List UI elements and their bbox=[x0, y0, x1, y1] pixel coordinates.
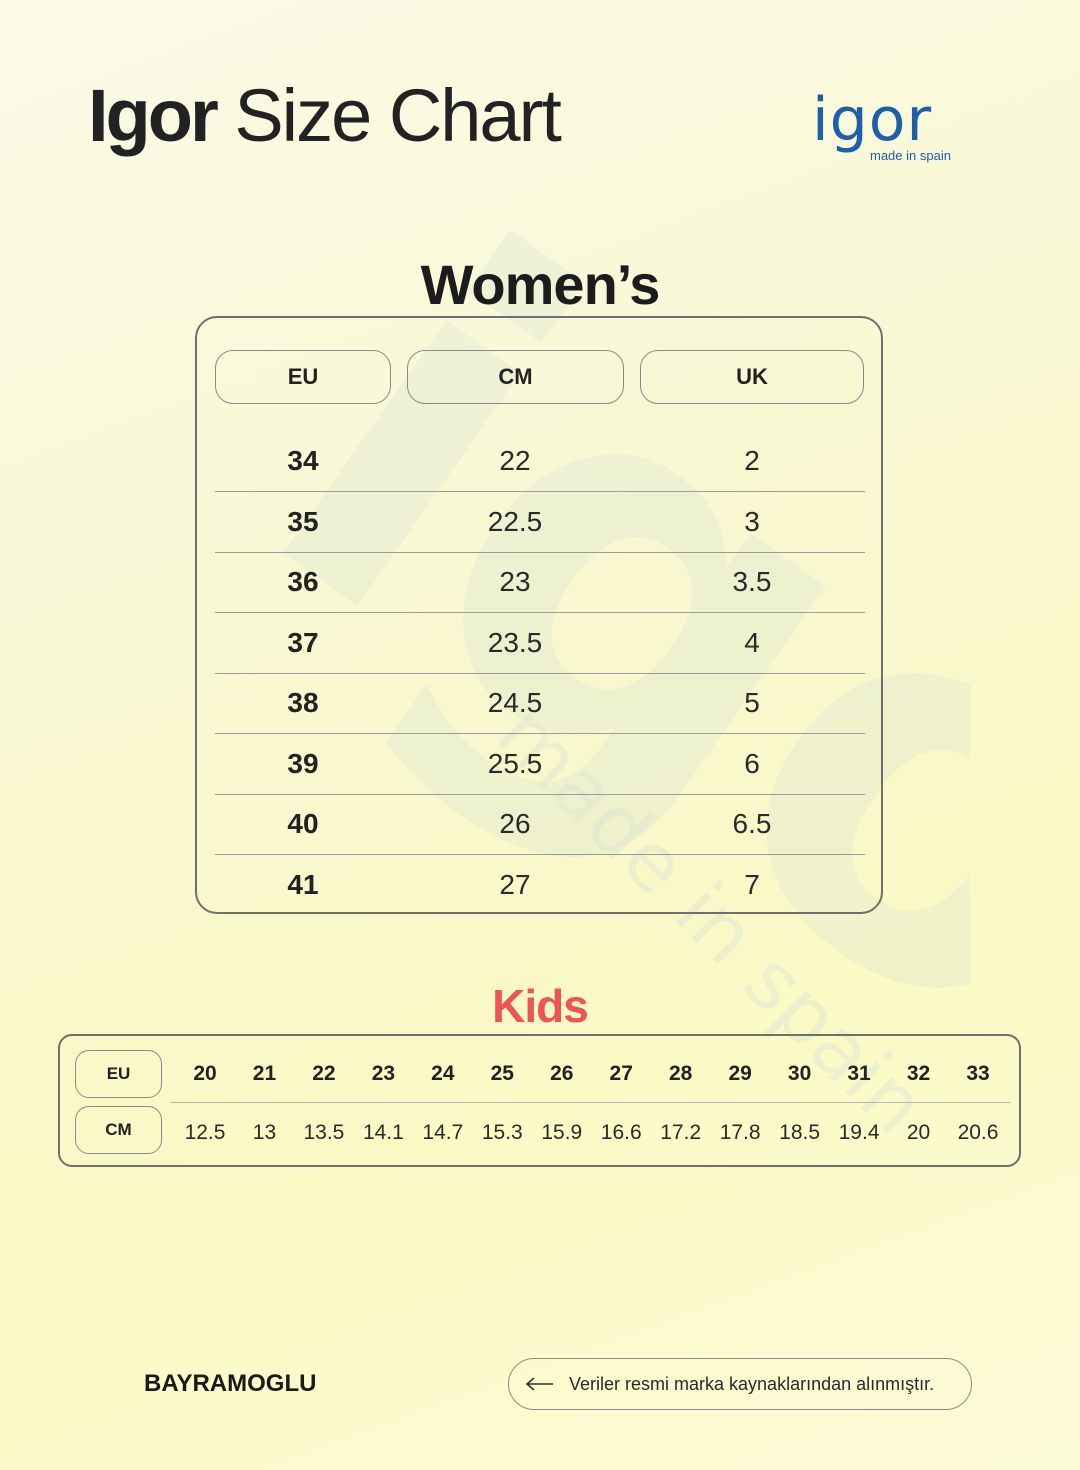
kids-cm-value: 14.1 bbox=[362, 1121, 404, 1144]
cell-eu: 41 bbox=[287, 868, 319, 900]
cell-cm: 22.5 bbox=[487, 505, 543, 537]
title-brand: Igor bbox=[88, 74, 219, 157]
source-note: Veriler resmi marka kaynaklarından alınm… bbox=[508, 1358, 972, 1410]
cell-cm: 27 bbox=[499, 868, 531, 900]
table-row: 40 26 6.5 bbox=[215, 794, 865, 855]
cell-cm: 25.5 bbox=[487, 747, 543, 779]
arrow-left-icon bbox=[525, 1377, 553, 1391]
kids-eu-value: 20 bbox=[193, 1062, 217, 1085]
cell-uk: 6 bbox=[744, 747, 760, 779]
womens-size-table: EU CM UK 34 22 2 35 22.5 3 36 23 3.5 37 23.5 4 38 24.… bbox=[195, 316, 883, 914]
kids-eu-value: 21 bbox=[252, 1062, 277, 1085]
cell-cm: 23.5 bbox=[487, 626, 543, 658]
kids-eu-value: 32 bbox=[906, 1062, 931, 1085]
table-row: 36 23 3.5 bbox=[215, 552, 865, 613]
kids-eu-value: 26 bbox=[550, 1062, 574, 1085]
kids-cm-value: 17.8 bbox=[719, 1121, 761, 1144]
kids-size-table: EU CM 20 12.5 21 13 22 13.5 23 14.1 24 14.7 25 15.3… bbox=[58, 1034, 1021, 1167]
igor-logo: igor made in spain bbox=[812, 84, 972, 174]
logo-word: igor bbox=[812, 85, 933, 155]
cell-cm: 22 bbox=[499, 445, 531, 476]
kids-eu-value: 28 bbox=[669, 1062, 693, 1085]
cell-cm: 26 bbox=[499, 808, 531, 839]
kids-cm-label: CM bbox=[75, 1106, 162, 1154]
kids-eu-value: 22 bbox=[312, 1062, 336, 1085]
kids-eu-value: 25 bbox=[490, 1062, 514, 1085]
table-row: 38 24.5 5 bbox=[215, 673, 865, 734]
cell-cm: 24.5 bbox=[487, 687, 543, 718]
kids-eu-value: 31 bbox=[847, 1062, 871, 1085]
kids-cm-value: 12.5 bbox=[184, 1121, 226, 1144]
cell-uk: 2 bbox=[744, 445, 760, 476]
cell-eu: 34 bbox=[287, 445, 319, 476]
cell-eu: 35 bbox=[287, 505, 319, 537]
kids-cm-value: 15.9 bbox=[541, 1121, 583, 1144]
kids-cm-value: 16.6 bbox=[600, 1121, 642, 1144]
kids-title: Kids bbox=[492, 980, 589, 1032]
kids-eu-value: 27 bbox=[609, 1062, 633, 1085]
cell-uk: 7 bbox=[744, 868, 760, 900]
kids-eu-label: EU bbox=[75, 1050, 162, 1098]
kids-eu-value: 30 bbox=[787, 1062, 812, 1085]
kids-cm-value: 15.3 bbox=[481, 1121, 523, 1144]
title-rest: Size Chart bbox=[234, 74, 561, 157]
kids-cm-value: 20.6 bbox=[957, 1121, 999, 1144]
table-row: 41 27 7 bbox=[215, 855, 865, 915]
header-uk: UK bbox=[640, 350, 864, 404]
cell-eu: 36 bbox=[287, 566, 319, 597]
cell-uk: 6.5 bbox=[732, 808, 772, 839]
kids-divider bbox=[170, 1102, 1010, 1103]
header-eu: EU bbox=[215, 350, 391, 404]
cell-uk: 3.5 bbox=[732, 566, 772, 597]
cell-uk: 4 bbox=[744, 626, 760, 658]
womens-title: Women’s bbox=[420, 253, 661, 316]
kids-eu-value: 33 bbox=[966, 1062, 990, 1085]
kids-cm-value: 18.5 bbox=[779, 1121, 821, 1144]
kids-eu-value: 23 bbox=[371, 1062, 396, 1085]
kids-cm-value: 13.5 bbox=[303, 1121, 345, 1144]
kids-cm-value: 20 bbox=[906, 1121, 931, 1144]
cell-eu: 40 bbox=[287, 808, 319, 839]
cell-eu: 39 bbox=[287, 747, 319, 779]
table-row: 35 22.5 3 bbox=[215, 492, 865, 553]
header-cm: CM bbox=[407, 350, 624, 404]
cell-cm: 23 bbox=[499, 566, 531, 597]
cell-uk: 3 bbox=[744, 505, 760, 537]
kids-cm-value: 19.4 bbox=[838, 1121, 880, 1144]
logo-tagline: made in spain bbox=[870, 148, 951, 163]
table-row: 34 22 2 bbox=[215, 431, 865, 492]
cell-eu: 37 bbox=[287, 626, 319, 658]
source-note-text: Veriler resmi marka kaynaklarından alınm… bbox=[569, 1373, 935, 1394]
kids-cm-value: 13 bbox=[252, 1121, 277, 1144]
kids-eu-value: 29 bbox=[728, 1062, 752, 1085]
kids-cm-value: 14.7 bbox=[422, 1121, 464, 1144]
kids-eu-value: 24 bbox=[431, 1062, 455, 1085]
table-row: 39 25.5 6 bbox=[215, 734, 865, 795]
table-row: 37 23.5 4 bbox=[215, 613, 865, 674]
cell-eu: 38 bbox=[287, 687, 319, 718]
kids-cm-value: 17.2 bbox=[660, 1121, 702, 1144]
footer-brand-logo: BAYRAMOGLU bbox=[144, 1370, 317, 1397]
cell-uk: 5 bbox=[744, 687, 760, 718]
page-title: Igor Size Chart bbox=[88, 72, 562, 160]
